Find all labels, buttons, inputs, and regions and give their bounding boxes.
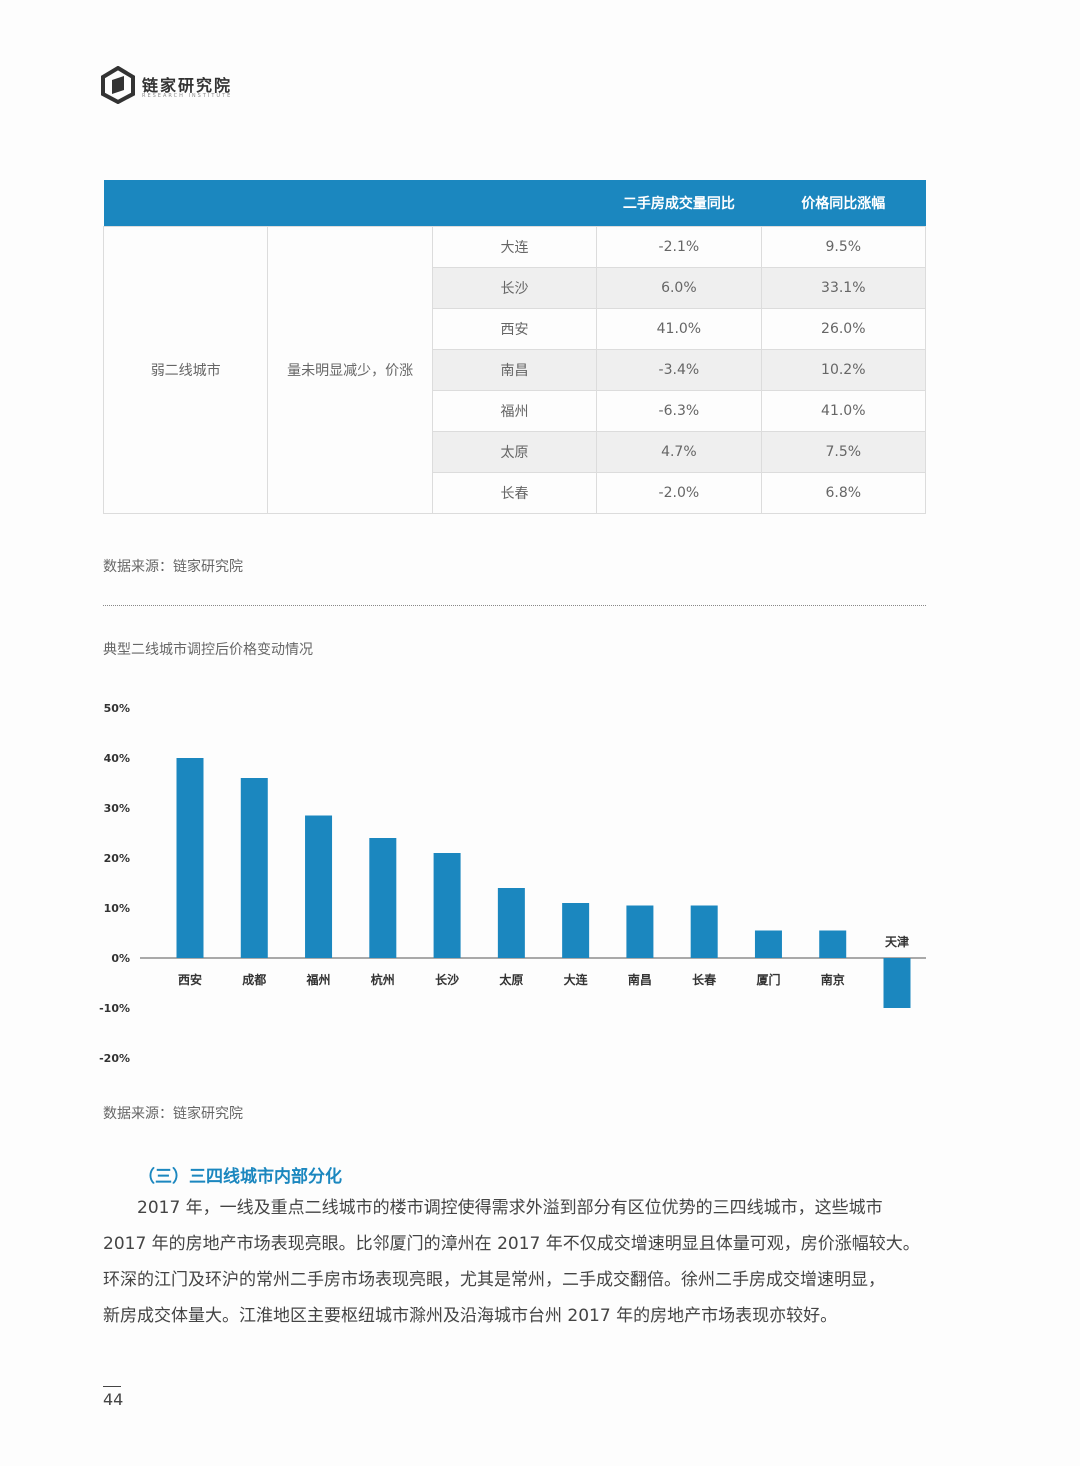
bar [819, 930, 847, 958]
table-row: 南昌 -3.4% 10.2% [104, 349, 927, 391]
price-cell: 7.5% [760, 431, 927, 473]
trend-cell: 量未明显减少，价涨 [267, 226, 433, 514]
bar [433, 853, 461, 958]
city-cell: 长春 [431, 472, 598, 514]
bar [690, 905, 718, 958]
city-cell: 长沙 [431, 267, 598, 309]
header-cell-trend [267, 180, 433, 227]
price-cell: 33.1% [760, 267, 927, 309]
brand-name: 链家研究院 [142, 76, 233, 95]
header-cell-price: 价格同比涨幅 [761, 180, 926, 227]
page-number: 44 [103, 1390, 124, 1409]
volume-cell: 6.0% [596, 267, 762, 309]
volume-cell: -2.0% [596, 472, 762, 514]
bar [883, 958, 911, 1008]
bar [369, 838, 397, 958]
price-cell: 41.0% [760, 390, 927, 432]
header-cell-city [432, 180, 597, 227]
city-cell: 西安 [431, 308, 598, 350]
x-category-label: 天津 [885, 934, 909, 949]
y-tick-label: 40% [104, 752, 130, 765]
price-cell: 26.0% [760, 308, 927, 350]
city-cell: 太原 [431, 431, 598, 473]
x-category-label: 成都 [242, 972, 266, 987]
city-cell: 南昌 [431, 349, 598, 391]
table-row: 福州 -6.3% 41.0% [104, 390, 927, 432]
price-cell: 9.5% [760, 226, 927, 268]
table-row: 太原 4.7% 7.5% [104, 431, 927, 473]
table-header-row: 二手房成交量同比 价格同比涨幅 [103, 180, 926, 227]
city-cell: 大连 [431, 226, 598, 268]
x-category-label: 大连 [564, 972, 589, 987]
y-tick-label: 20% [104, 852, 130, 865]
paragraph-line: 环深的江门及环沪的常州二手房市场表现亮眼，尤其是常州，二手成交翻倍。徐州二手房成… [103, 1270, 885, 1290]
table-row: 长沙 6.0% 33.1% [104, 267, 927, 309]
group-cell: 弱二线城市 [102, 226, 269, 514]
table-row: 弱二线城市 量未明显减少，价涨 大连 -2.1% 9.5% [102, 226, 927, 514]
chart-title: 典型二线城市调控后价格变动情况 [103, 642, 313, 658]
volume-cell: -6.3% [596, 390, 762, 432]
y-tick-label: 10% [104, 902, 130, 915]
table-row: 西安 41.0% 26.0% [104, 308, 927, 350]
bar [240, 778, 268, 958]
price-change-bar-chart: 50% 40% 30% 20% 10% 0% -10% -20% 西安 成都 福州 杭州 长沙 太原 大连 南… [99, 702, 926, 1065]
bar [626, 905, 654, 958]
city-data-table: 二手房成交量同比 价格同比涨幅 弱二线城市 量未明显减少，价涨 大连 -2.1%… [102, 180, 927, 514]
header-cell-volume: 二手房成交量同比 [596, 180, 762, 227]
x-category-label: 厦门 [756, 972, 780, 987]
section-paragraph: 2017 年，一线及重点二线城市的楼市调控使得需求外溢到部分有区位优势的三四线城… [103, 1190, 933, 1334]
bar [562, 903, 590, 958]
x-category-label: 长春 [692, 972, 717, 987]
price-cell: 6.8% [760, 472, 927, 514]
volume-cell: 41.0% [596, 308, 762, 350]
paragraph-line: 2017 年，一线及重点二线城市的楼市调控使得需求外溢到部分有区位优势的三四线城… [137, 1198, 883, 1218]
x-category-label: 杭州 [371, 972, 395, 987]
y-tick-label: -20% [99, 1052, 130, 1065]
volume-cell: -2.1% [596, 226, 762, 268]
brand-subtitle: RESEARCH INSTITUTE [142, 93, 233, 99]
chart-source-note: 数据来源：链家研究院 [103, 1106, 243, 1122]
x-category-label: 西安 [178, 972, 202, 987]
paragraph-line: 新房成交体量大。江淮地区主要枢纽城市滁州及沿海城市台州 2017 年的房地产市场… [103, 1306, 838, 1326]
bar [176, 758, 204, 958]
dotted-divider [103, 605, 926, 606]
header-cell-group [103, 180, 268, 227]
x-category-label: 南京 [821, 972, 845, 987]
y-tick-label: 30% [104, 802, 130, 815]
table-source-note: 数据来源：链家研究院 [103, 559, 243, 575]
y-tick-label: 50% [104, 702, 130, 715]
bar [754, 930, 782, 958]
y-tick-label: -10% [99, 1002, 130, 1015]
x-category-label: 太原 [499, 972, 523, 987]
bar [497, 888, 525, 958]
x-category-label: 长沙 [435, 972, 459, 987]
section-heading: （三）三四线城市内部分化 [138, 1167, 342, 1187]
x-category-label: 福州 [306, 972, 331, 987]
volume-cell: -3.4% [596, 349, 762, 391]
price-cell: 10.2% [760, 349, 927, 391]
paragraph-line: 2017 年的房地产市场表现亮眼。比邻厦门的漳州在 2017 年不仅成交增速明显… [103, 1234, 920, 1254]
bar [305, 815, 333, 958]
page-number-rule [103, 1386, 121, 1387]
x-category-label: 南昌 [628, 972, 652, 987]
volume-cell: 4.7% [596, 431, 762, 473]
logo-icon [101, 66, 135, 104]
y-tick-label: 0% [111, 952, 130, 965]
table-row: 长春 -2.0% 6.8% [104, 472, 927, 514]
city-cell: 福州 [431, 390, 598, 432]
